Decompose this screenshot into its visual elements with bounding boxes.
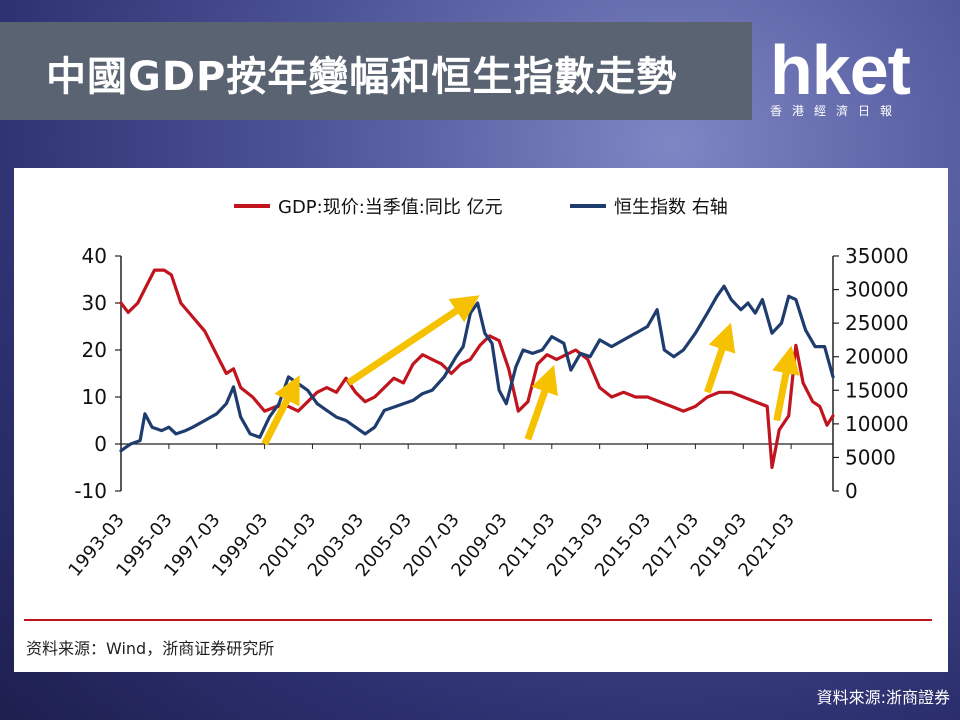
right-tick-label: 30000 [845, 278, 909, 302]
right-tick-label: 5000 [845, 445, 896, 469]
right-tick-label: 10000 [845, 412, 909, 436]
left-tick-label: 20 [82, 338, 107, 362]
left-tick-label: 30 [82, 291, 107, 315]
hsi-series-line [119, 284, 835, 453]
trend-arrow [704, 322, 736, 394]
legend-label-hsi: 恒生指数 右轴 [614, 197, 728, 218]
page-title: 中國GDP按年變幅和恒生指數走勢 [46, 54, 678, 100]
source-note: 資料來源:浙商證券 [816, 688, 950, 707]
logo-wordmark: hket [770, 31, 911, 109]
left-tick-label: 40 [82, 244, 107, 268]
chart-source: 资料来源：Wind，浙商证券研究所 [26, 639, 274, 658]
right-tick-label: 35000 [845, 244, 909, 268]
right-tick-label: 20000 [845, 345, 909, 369]
right-tick-label: 25000 [845, 311, 909, 335]
left-tick-label: -10 [74, 479, 107, 503]
hket-logo: hket 香港經濟日報 [770, 31, 911, 119]
chart-svg: GDP:现价:当季值:同比 亿元 恒生指数 右轴 40 30 20 10 0 -10 35… [24, 197, 932, 658]
trend-arrow [261, 375, 300, 446]
trend-arrow [524, 364, 558, 441]
right-tick-label: 0 [845, 479, 858, 503]
logo-subtitle: 香港經濟日報 [770, 104, 903, 118]
title-bar [0, 22, 752, 120]
legend-label-gdp: GDP:现价:当季值:同比 亿元 [278, 197, 503, 218]
chart-panel: GDP:现价:当季值:同比 亿元 恒生指数 右轴 40 30 20 10 0 -10 35… [14, 168, 948, 672]
left-tick-label: 10 [82, 385, 107, 409]
left-tick-label: 0 [94, 432, 107, 456]
right-tick-label: 15000 [845, 378, 909, 402]
gdp-series-line [119, 268, 835, 470]
trend-arrow [772, 345, 800, 422]
trend-arrow [346, 295, 480, 386]
